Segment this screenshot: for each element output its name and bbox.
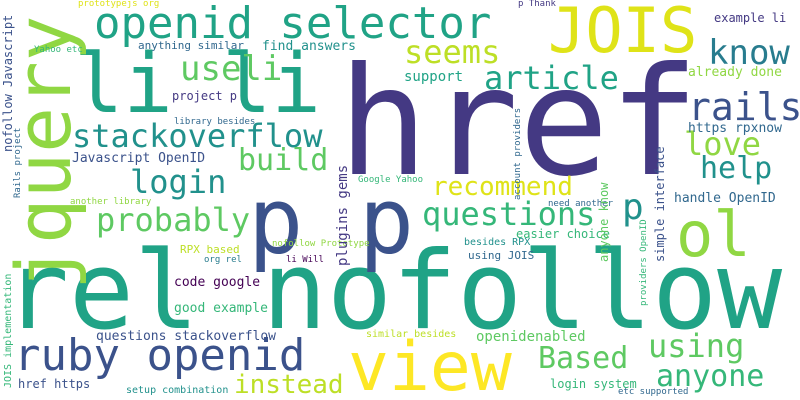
word-find-answers: find answers	[262, 39, 356, 54]
word-account-providers: account providers	[513, 107, 523, 200]
word-rpx-based: RPX based	[180, 243, 240, 256]
word-login-system: login system	[550, 377, 637, 391]
word-href: href	[338, 36, 700, 210]
word-li-li: li li	[74, 37, 321, 132]
word-plugins-gems: nofollow Prototype	[272, 239, 370, 249]
word-p-single: p	[622, 187, 644, 228]
word-nofollow: nofollow	[262, 229, 783, 354]
word-anyone-know: anyone know	[597, 182, 611, 262]
word-openid-selector: openid selector	[94, 0, 492, 49]
word-using-jois: using JOIS	[468, 249, 535, 262]
word-need-another: need another	[548, 199, 614, 209]
word-login: login	[130, 163, 227, 201]
word-instead: instead	[234, 370, 344, 400]
word-href-https: href https	[18, 377, 91, 391]
word-already-done: already done	[688, 65, 782, 80]
word-ol: ol	[676, 198, 751, 271]
word-build: build	[238, 143, 329, 178]
word-good-example: good example	[174, 301, 268, 316]
word-google-yahoo: Google Yahoo	[358, 175, 424, 185]
word-similar-besides: similar besides	[366, 329, 457, 340]
word-help: help	[700, 151, 773, 186]
word-providers-openid: providers OpenID	[639, 219, 649, 306]
word-recommend: recommend	[432, 172, 573, 202]
word-anything-similar: anything similar	[138, 39, 244, 52]
word-using: using	[648, 327, 745, 365]
word-nofollow-prototype: Rails project	[13, 127, 23, 198]
word-simple-interface: simple interface	[653, 146, 667, 262]
word-p-p: p p	[248, 168, 415, 275]
word-javascript-openid: Javascript OpenID	[72, 151, 206, 166]
word-questions: questions	[422, 195, 596, 233]
word-know: know	[708, 33, 790, 73]
word-org-rel: org rel	[204, 255, 242, 265]
word-seems: seems	[404, 33, 501, 71]
word-useli: uselі	[180, 49, 283, 89]
word-openidenabled: openidenabled	[476, 329, 586, 345]
word-probably: probably	[96, 201, 251, 239]
word-based: Based	[538, 341, 629, 376]
word-stackoverflow: stackoverflow	[72, 117, 323, 155]
word-view: view	[348, 328, 512, 400]
word-example-li: example li	[714, 11, 787, 25]
word-library-besides: library besides	[174, 117, 256, 127]
word-rails: rails	[688, 85, 800, 129]
word-rel: rel	[4, 229, 200, 354]
word-handle-openid: handle OpenID	[674, 191, 776, 206]
word-article: article	[484, 59, 619, 97]
word-etc-supported: etc supported	[618, 387, 689, 397]
word-besides-rpx: besides RPX	[464, 237, 531, 248]
word-another-library: another library	[70, 197, 152, 207]
word-code-google: code google	[174, 275, 261, 290]
word-jois-implementation: JOIS implementation	[3, 273, 14, 388]
word-project-p: project p	[172, 89, 238, 103]
word-setup-combination: setup combination	[126, 385, 229, 396]
word-support: support	[404, 69, 464, 85]
word-li-will: li Will	[286, 255, 324, 265]
word-jois: JOIS	[548, 0, 698, 67]
word-prototypejs-org: prototypejs org	[78, 0, 160, 9]
word-love: love	[684, 125, 762, 163]
word-anyone: anyone	[656, 359, 765, 394]
word-yahoo-etc: Yahoo etc	[34, 45, 83, 55]
word-easier-choice: easier choice	[516, 227, 610, 241]
word-ruby-openid: ruby openid	[14, 330, 306, 381]
word-rails-project: plugins gems	[335, 164, 351, 266]
word-https-rpxnow: https rpxnow	[688, 121, 782, 136]
word-p-thank: p Thank	[518, 0, 556, 9]
word-questions-stackoverflow: questions stackoverflow	[96, 329, 277, 344]
